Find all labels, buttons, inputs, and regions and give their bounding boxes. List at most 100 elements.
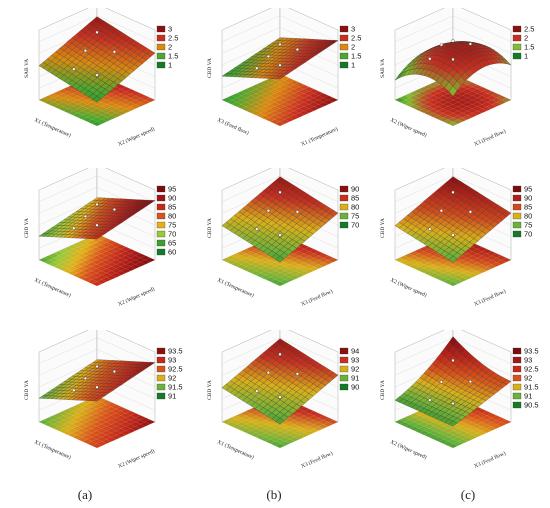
legend-swatch: [512, 356, 522, 364]
legend-swatch: [339, 221, 349, 229]
data-point: [72, 67, 76, 71]
y-axis-label: X1 (Temperature): [216, 276, 255, 299]
data-point: [439, 43, 443, 47]
legend-swatch: [156, 374, 166, 382]
legend-swatch: [156, 203, 166, 211]
legend-swatch: [512, 383, 522, 391]
data-point: [451, 358, 455, 363]
legend-swatch: [156, 383, 166, 391]
data-point: [95, 30, 99, 34]
data-point: [278, 190, 282, 194]
data-point: [439, 380, 443, 384]
legend-label: 85: [168, 203, 176, 212]
data-point: [95, 385, 99, 389]
response-surface: [221, 176, 339, 263]
data-point: [112, 369, 116, 374]
legend-label: 93: [524, 356, 532, 365]
legend-swatch: [512, 365, 522, 373]
y-axis-label: X3 (Feed flow): [216, 116, 250, 136]
legend-label: 75: [351, 212, 359, 221]
legend-swatch: [512, 185, 522, 193]
legend-swatch: [339, 34, 349, 42]
legend-swatch: [512, 43, 522, 51]
data-point: [295, 47, 299, 52]
legend-label: 92.5: [168, 365, 183, 374]
data-point: [439, 209, 443, 213]
legend-label: 2: [524, 34, 528, 43]
legend-swatch: [512, 221, 522, 229]
x-axis-label: X3 (Feed flow): [473, 288, 507, 308]
legend-label: 2: [351, 43, 355, 52]
legend-label: 90: [351, 185, 359, 194]
contour-floor: [395, 396, 511, 448]
legend-swatch: [339, 194, 349, 202]
legend-label: 85: [524, 203, 532, 212]
data-point: [468, 42, 472, 46]
z-axis-label: CBD YA: [207, 380, 213, 400]
legend-swatch: [512, 25, 522, 33]
legend-swatch: [156, 392, 166, 400]
column-label-b: (b): [266, 487, 282, 502]
data-point: [95, 364, 99, 369]
data-point: [83, 214, 87, 218]
contour-floor: [39, 396, 155, 448]
x-axis-label: X1 (Temperature): [300, 125, 339, 148]
data-point: [95, 202, 99, 207]
data-point: [278, 352, 282, 356]
legend-label: 90: [168, 194, 176, 203]
legend-label: 95: [168, 185, 176, 194]
legend-swatch: [339, 347, 349, 355]
data-point: [266, 209, 270, 213]
legend-label: 93: [351, 356, 359, 365]
legend-swatch: [156, 239, 166, 247]
legend-label: 92: [168, 374, 176, 383]
y-axis-label: X1 (Temperature): [33, 116, 72, 139]
legend-label: 91: [168, 392, 176, 401]
legend-label: 3: [351, 25, 355, 34]
response-surface: [38, 197, 156, 240]
surface-plot-1-1: X2 (Wiper speed) X1 (Temperature) SAB VA 3 2…: [22, 8, 197, 153]
legend-label: 1: [351, 61, 355, 70]
z-axis-label: SAB VA: [380, 59, 386, 78]
legend-swatch: [339, 185, 349, 193]
data-point: [95, 223, 99, 227]
legend-swatch: [156, 248, 166, 256]
legend-label: 92: [351, 365, 359, 374]
legend-swatch: [156, 61, 166, 69]
legend-label: 90.5: [524, 401, 539, 410]
legend-swatch: [339, 61, 349, 69]
x-axis-label: X2 (Wiper speed): [117, 447, 156, 469]
legend-swatch: [512, 230, 522, 238]
z-axis-label: CBD YA: [24, 218, 30, 238]
x-axis-label: X2 (Wiper speed): [117, 125, 156, 147]
data-point: [451, 233, 455, 237]
legend-label: 80: [351, 203, 359, 212]
legend-swatch: [512, 34, 522, 42]
response-surface: [394, 336, 512, 427]
z-axis-label: SAB VA: [24, 59, 30, 78]
x-axis-label: X3 (Feed flow): [300, 450, 334, 470]
surface-plot-2-1: X2 (Wiper speed) X1 (Temperature) CBD YA 95…: [22, 168, 197, 313]
legend-swatch: [512, 194, 522, 202]
legend-label: 90: [524, 194, 532, 203]
legend: 32.521.51: [156, 25, 178, 70]
x-axis-label: X3 (Feed flow): [473, 128, 507, 148]
legend-swatch: [512, 52, 522, 60]
y-axis-label: X1 (Temperature): [216, 438, 255, 461]
data-point: [112, 50, 116, 54]
surface-plot-2-3: X3 (Feed flow) X2 (Wiper speed) CBD YA 95 90…: [378, 168, 550, 313]
contour-floor: [39, 234, 155, 286]
legend-swatch: [156, 230, 166, 238]
legend-label: 75: [524, 221, 532, 230]
y-axis-label: X2 (Wiper speed): [389, 438, 428, 460]
z-axis-label: CBD VA: [207, 58, 213, 78]
data-point: [72, 388, 76, 392]
data-point: [468, 210, 472, 214]
data-point: [428, 227, 432, 231]
data-point: [278, 395, 282, 399]
